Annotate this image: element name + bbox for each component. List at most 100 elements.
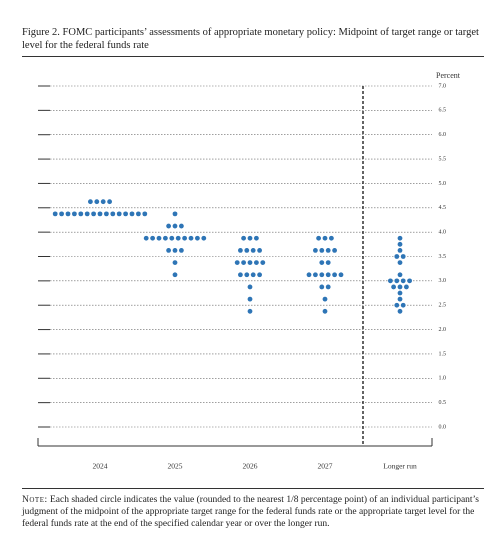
x-tick-label: 2026 xyxy=(243,462,258,471)
dot xyxy=(94,199,100,205)
dot xyxy=(175,235,181,241)
dot xyxy=(100,199,106,205)
dot xyxy=(397,241,403,247)
y-tick-label: 4.5 xyxy=(439,205,447,211)
figure-title: Figure 2. FOMC participants’ assessments… xyxy=(22,27,479,51)
y-tick-label: 3.5 xyxy=(439,254,447,260)
dot xyxy=(88,199,93,205)
y-tick-label: 6.0 xyxy=(439,132,447,138)
y-tick-label: 5.0 xyxy=(439,181,447,187)
dot xyxy=(143,235,149,241)
dot xyxy=(250,272,256,278)
y-tick-label: 1.5 xyxy=(439,351,447,357)
dot xyxy=(400,302,406,308)
dot xyxy=(142,211,148,217)
x-tick-label: 2025 xyxy=(168,462,183,471)
dot xyxy=(65,211,71,217)
dot xyxy=(394,278,400,284)
dot xyxy=(322,308,328,314)
dot xyxy=(313,248,318,253)
y-axis-label: Percent xyxy=(436,71,461,80)
y-tick-label: 3.0 xyxy=(439,278,447,284)
dot xyxy=(247,235,253,241)
dot xyxy=(397,290,403,296)
dot xyxy=(247,260,253,265)
dot xyxy=(397,284,403,290)
dot xyxy=(313,272,318,278)
dot xyxy=(407,278,412,284)
dot xyxy=(397,260,403,265)
dot xyxy=(172,248,178,253)
dot xyxy=(195,235,200,241)
dot xyxy=(234,260,240,265)
dot xyxy=(319,284,325,290)
dot xyxy=(241,235,247,241)
dot xyxy=(400,254,406,259)
dot xyxy=(136,211,141,217)
x-tick-label: 2027 xyxy=(318,462,333,471)
dot xyxy=(91,211,96,217)
dot xyxy=(166,223,172,229)
dot xyxy=(394,254,400,259)
dot xyxy=(241,260,247,265)
dot xyxy=(244,248,250,253)
dot xyxy=(250,248,256,253)
dot xyxy=(322,235,328,241)
dot xyxy=(247,284,253,290)
dot xyxy=(319,248,325,253)
dot xyxy=(397,248,403,253)
dot xyxy=(322,296,328,302)
dot xyxy=(319,272,325,278)
dot xyxy=(397,235,403,241)
dot xyxy=(329,235,334,241)
dot xyxy=(116,211,122,217)
y-tick-label: 4.0 xyxy=(439,230,447,236)
dot xyxy=(104,211,109,217)
y-tick-label: 0.5 xyxy=(439,400,447,406)
dot xyxy=(257,248,262,253)
dot xyxy=(179,248,184,253)
y-tick-label: 0.0 xyxy=(439,424,447,430)
x-tick-label: 2024 xyxy=(93,462,108,471)
dot xyxy=(59,211,64,217)
y-tick-label: 2.5 xyxy=(439,303,447,309)
dot xyxy=(163,235,168,241)
y-tick-label: 1.0 xyxy=(439,376,447,382)
y-tick-label: 2.0 xyxy=(439,327,447,333)
dot xyxy=(325,284,331,290)
rule xyxy=(22,488,484,489)
dot xyxy=(306,272,312,278)
dot xyxy=(238,248,243,253)
dot xyxy=(150,235,156,241)
note-lead: Note: xyxy=(22,495,48,505)
dot xyxy=(388,278,393,284)
dot xyxy=(332,248,337,253)
y-tick-label: 5.5 xyxy=(439,156,447,162)
dot xyxy=(319,260,325,265)
dot xyxy=(247,296,253,302)
dot xyxy=(325,248,331,253)
y-tick-label: 7.0 xyxy=(439,83,447,89)
dot xyxy=(172,260,178,265)
dot xyxy=(188,235,194,241)
dot xyxy=(201,235,207,241)
y-tick-label: 6.5 xyxy=(439,108,447,114)
dot xyxy=(97,211,103,217)
note-text: Each shaded circle indicates the value (… xyxy=(22,495,479,529)
dot xyxy=(166,248,172,253)
dot xyxy=(394,302,400,308)
dot xyxy=(316,235,321,241)
dot xyxy=(169,235,175,241)
dot xyxy=(107,199,112,205)
dot xyxy=(338,272,344,278)
dot xyxy=(400,278,406,284)
dot xyxy=(156,235,162,241)
dot xyxy=(404,284,409,290)
dot xyxy=(397,272,403,278)
dot xyxy=(179,223,184,229)
dot xyxy=(397,308,403,314)
dot xyxy=(325,272,331,278)
dot xyxy=(391,284,396,290)
